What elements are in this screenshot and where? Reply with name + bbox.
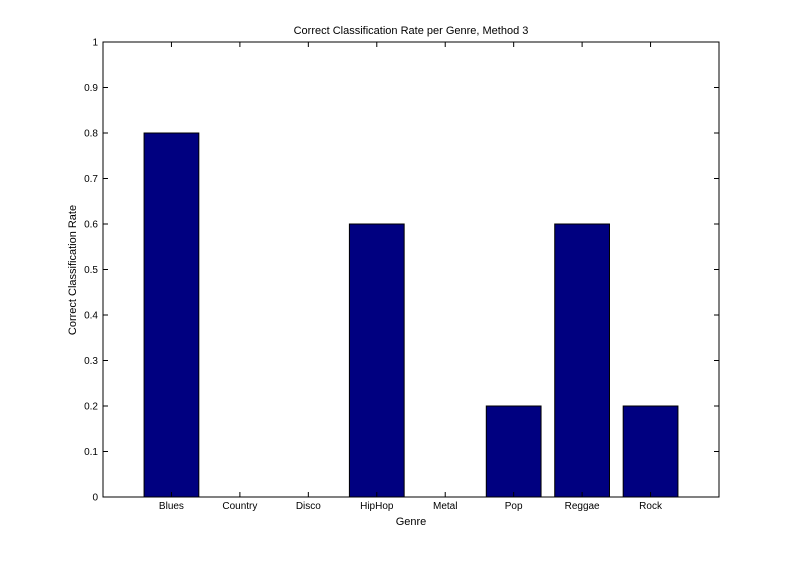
y-tick-label: 0.9 (84, 83, 98, 94)
y-tick-label: 1 (92, 38, 98, 49)
y-tick-label: 0.4 (84, 311, 98, 322)
bar-blues (143, 132, 200, 498)
y-tick-label: 0.7 (84, 174, 98, 185)
x-tick-label: Reggae (565, 501, 600, 512)
x-tick-label: Pop (505, 501, 523, 512)
y-tick-label: 0.1 (84, 447, 98, 458)
x-axis-label: Genre (396, 516, 427, 528)
plot-area-frame (102, 41, 720, 498)
bar-reggae (554, 223, 610, 498)
bars-group (143, 132, 679, 498)
y-tick-label: 0.5 (84, 265, 98, 276)
bar-pop (485, 405, 542, 498)
bar-hiphop (348, 223, 405, 498)
x-tick-label: HipHop (360, 501, 394, 512)
x-tick-label: Blues (159, 501, 184, 512)
y-axis-label: Correct Classification Rate (67, 205, 79, 335)
y-tick-label: 0.6 (84, 220, 98, 231)
y-tick-label: 0.3 (84, 356, 98, 367)
x-tick-label: Disco (296, 501, 321, 512)
x-tick-label: Rock (639, 501, 663, 512)
x-tick-label: Country (222, 501, 257, 512)
x-tick-label: Metal (433, 501, 457, 512)
y-tick-label: 0 (92, 493, 98, 504)
y-tick-label: 0.8 (84, 129, 98, 140)
y-tick-label: 0.2 (84, 402, 98, 413)
chart-title: Correct Classification Rate per Genre, M… (294, 25, 529, 37)
ticks-group: Blues Country Disco HipHop Metal Pop Reggae Roc… (84, 38, 719, 512)
bar-rock (622, 405, 679, 498)
